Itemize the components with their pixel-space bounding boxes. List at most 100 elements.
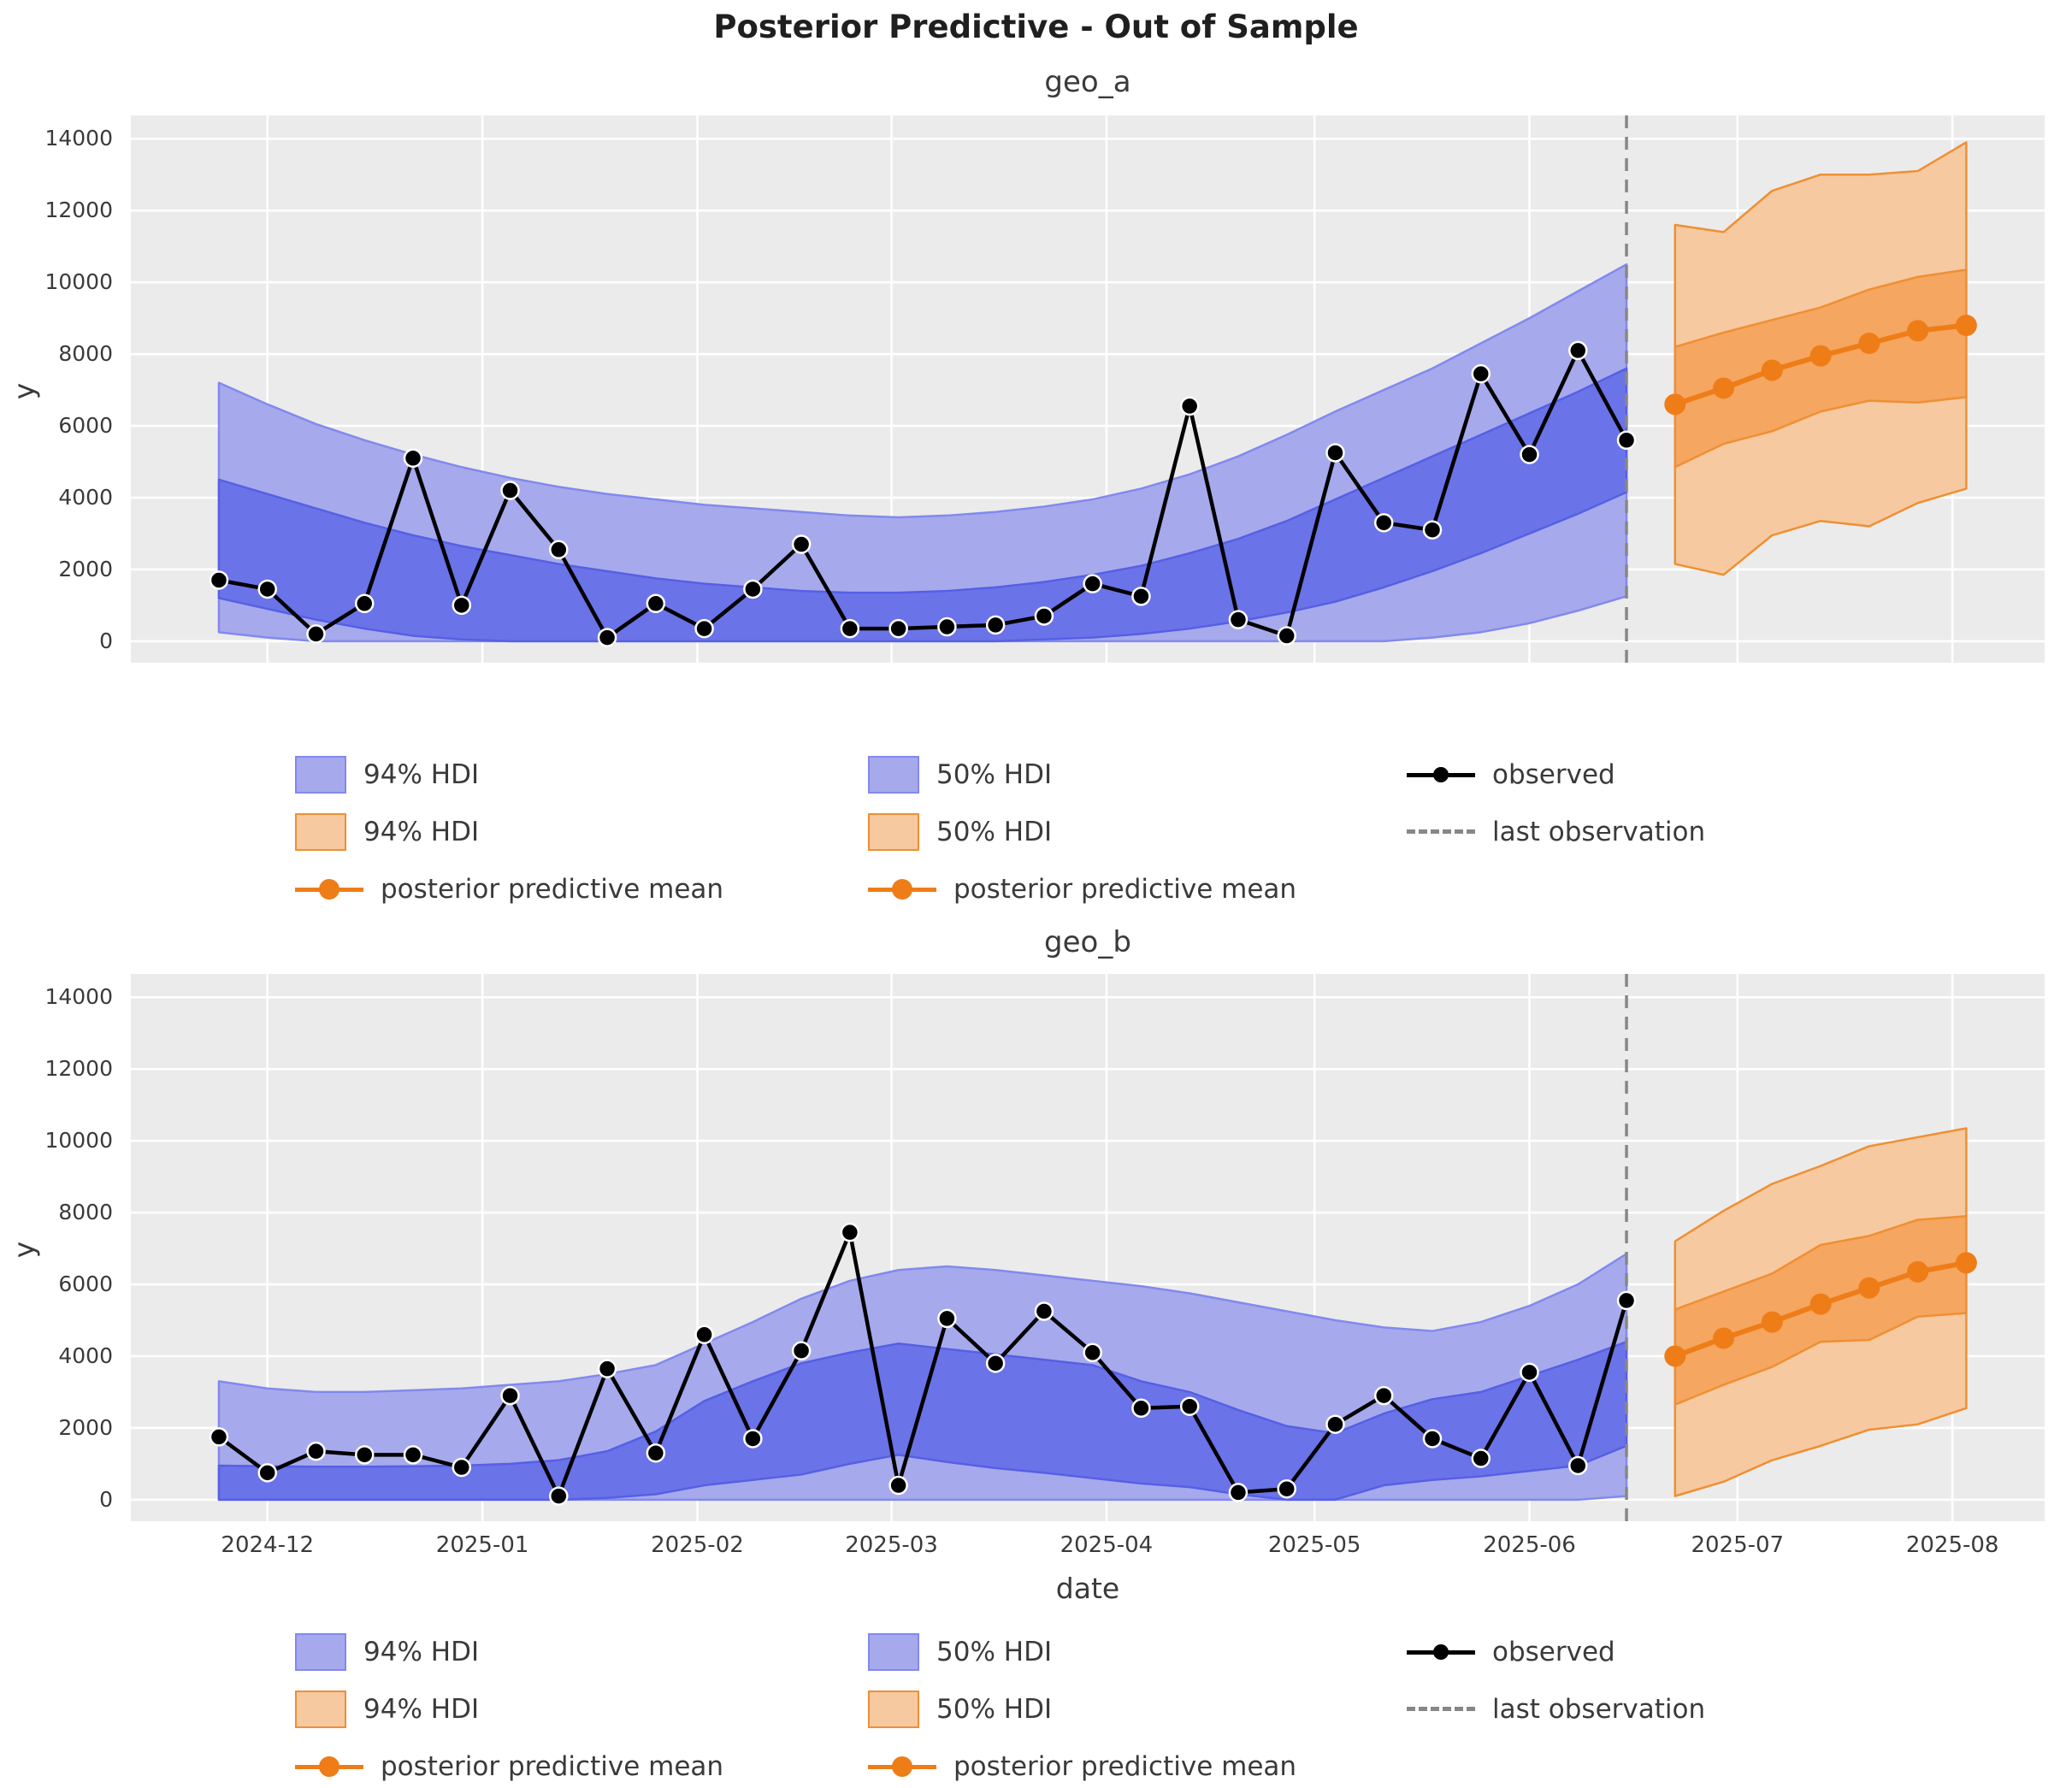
observed-point (1520, 445, 1539, 464)
y-tick-label: 10000 (44, 1128, 113, 1154)
observed-point (840, 1222, 860, 1242)
x-tick-label: 2025-02 (651, 1532, 744, 1558)
posterior-predictive-mean-point (1858, 1277, 1880, 1299)
legend-entry: observed (1407, 1623, 1705, 1680)
legend-entry-label: posterior predictive mean (381, 1750, 724, 1782)
observed-line-icon (1407, 1641, 1475, 1663)
observed-point (1520, 1362, 1539, 1383)
legend-entry: 50% HDI (868, 1680, 1296, 1738)
hdi-patch-blue-icon (295, 1632, 346, 1671)
panel-title-geo-a: geo_a (1044, 65, 1131, 99)
observed-point (840, 618, 860, 639)
legend-entry-label: posterior predictive mean (381, 873, 724, 905)
y-tick-label: 6000 (58, 413, 113, 439)
observed-point (1034, 606, 1054, 626)
observed-point (646, 1443, 666, 1463)
observed-point (1325, 443, 1345, 463)
legend-entry-label: 50% HDI (936, 1693, 1053, 1725)
y-tick-label: 12000 (44, 1056, 113, 1082)
x-tick-label: 2025-08 (1905, 1532, 1999, 1558)
observed-point (403, 448, 423, 469)
posterior-predictive-mean-point (1858, 332, 1880, 354)
legend-entry-label: 94% HDI (363, 1693, 480, 1725)
observed-point (1083, 574, 1102, 593)
legend-column: 94% HDI 94% HDI posterior predictive mean (295, 1623, 723, 1788)
mean-line-icon (868, 878, 936, 900)
observed-point (597, 628, 617, 647)
legend-column: observed last observation (1407, 1623, 1705, 1738)
plot-geo-b (131, 974, 2045, 1521)
legend-entry: 50% HDI (868, 803, 1296, 860)
legend-entry-label: 94% HDI (363, 758, 480, 790)
observed-point (355, 593, 375, 614)
forecast-hdi50-band (1674, 268, 1968, 469)
observed-point (500, 481, 520, 500)
observed-point (694, 618, 714, 639)
observed-point (646, 593, 666, 614)
legend-entry-label: 94% HDI (363, 816, 480, 847)
last-observation-line-icon (1407, 1707, 1475, 1711)
observed-point (1471, 1449, 1491, 1468)
observed-point (306, 624, 326, 644)
legend-entry: 94% HDI (295, 1680, 723, 1738)
legend-entry-label: last observation (1492, 1693, 1706, 1725)
observed-point (743, 1429, 763, 1449)
posterior-predictive-mean-point (1809, 345, 1832, 367)
hdi-patch-orange-icon (868, 812, 919, 851)
legend-entry: last observation (1407, 803, 1705, 860)
legend-entry: posterior predictive mean (868, 1738, 1296, 1788)
y-tick-label: 2000 (58, 556, 113, 581)
hdi-patch-blue-icon (295, 755, 346, 794)
legend-column: 50% HDI 50% HDI posterior predictive mean (868, 1623, 1296, 1788)
observed-point (257, 1463, 277, 1483)
x-tick-label: 2025-01 (435, 1532, 529, 1558)
observed-line-icon (1407, 764, 1475, 786)
observed-point (452, 595, 472, 616)
observed-point (1277, 1478, 1296, 1499)
observed-point (1131, 587, 1151, 606)
y-tick-label: 0 (99, 628, 113, 653)
observed-point (306, 1441, 326, 1461)
legend-column: observed last observation (1407, 746, 1705, 860)
legend-entry: posterior predictive mean (295, 860, 723, 918)
observed-point (694, 1325, 714, 1345)
legend-entry: 94% HDI (295, 1623, 723, 1680)
observed-point (1277, 626, 1296, 646)
panel-title-geo-b: geo_b (1044, 925, 1131, 959)
observed-point (549, 540, 569, 560)
observed-point (1373, 1385, 1394, 1406)
observed-point (257, 579, 277, 599)
posterior-predictive-mean-point (1907, 320, 1929, 342)
mean-line-icon (295, 878, 363, 900)
x-tick-label: 2025-03 (845, 1532, 938, 1558)
legend-entry-label: posterior predictive mean (953, 1750, 1297, 1782)
hdi-patch-blue-icon (868, 1632, 919, 1671)
last-observation-line-icon (1407, 829, 1475, 834)
observed-point (1616, 430, 1637, 451)
posterior-predictive-mean-point (1809, 1293, 1832, 1315)
posterior-predictive-mean-point (1761, 359, 1783, 381)
observed-point (500, 1385, 520, 1406)
observed-point (209, 570, 229, 590)
observed-point (937, 617, 957, 637)
legend-entry: observed (1407, 746, 1705, 803)
figure-title: Posterior Predictive - Out of Sample (713, 9, 1359, 45)
y-tick-label: 4000 (58, 484, 113, 510)
legend-entry-label: observed (1492, 1636, 1615, 1667)
y-tick-label: 14000 (44, 126, 113, 151)
legend-entry-label: 94% HDI (363, 1636, 480, 1667)
observed-point (1422, 1429, 1443, 1449)
legend-entry-label: 50% HDI (936, 816, 1053, 847)
legend-column: 50% HDI 50% HDI posterior predictive mean (868, 746, 1296, 918)
y-axis-label-geo-a: y (7, 382, 41, 400)
y-tick-label: 8000 (58, 341, 113, 367)
legend-entry: 50% HDI (868, 1623, 1296, 1680)
observed-point (937, 1308, 957, 1329)
observed-point (791, 1341, 812, 1360)
mean-line-icon (295, 1756, 363, 1778)
y-tick-label: 14000 (44, 984, 113, 1010)
posterior-predictive-mean-point (1907, 1260, 1929, 1283)
observed-point (1179, 396, 1200, 416)
observed-point (452, 1457, 472, 1478)
